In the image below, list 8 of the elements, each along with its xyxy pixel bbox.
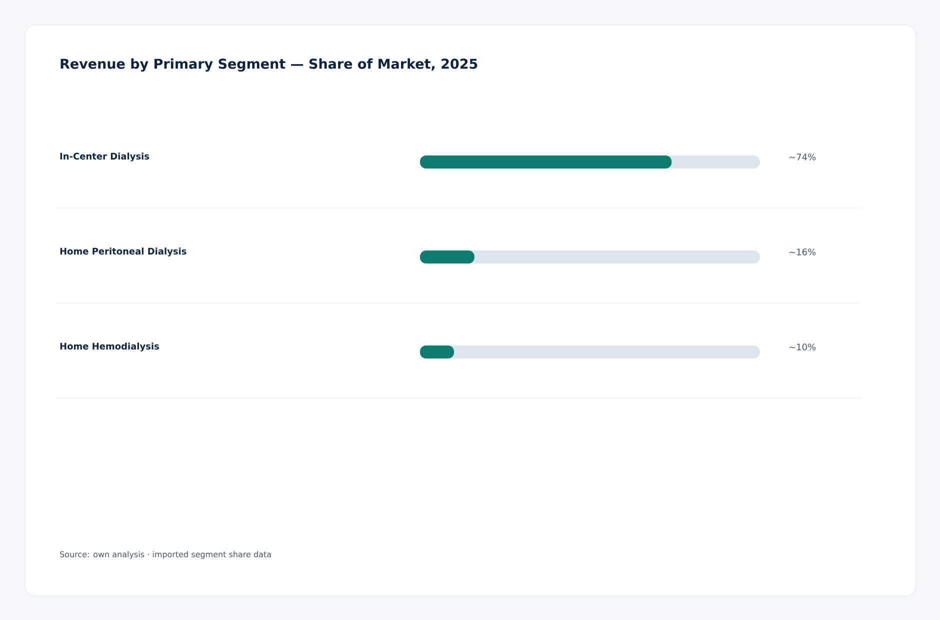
data-label: ~74% [789,154,816,160]
y-tick-label: Home Hemodialysis [60,342,159,352]
source-note: Source: own analysis · imported segment share data [60,551,271,559]
y-tick-label: In-Center Dialysis [60,152,150,162]
text: Revenue by Primary Segment — Share of Market, 2025 [60,58,478,72]
data-label: ~16% [789,248,816,256]
data-label: ~10% [789,344,816,350]
y-tick-label: Home Peritoneal Dialysis [60,248,186,256]
